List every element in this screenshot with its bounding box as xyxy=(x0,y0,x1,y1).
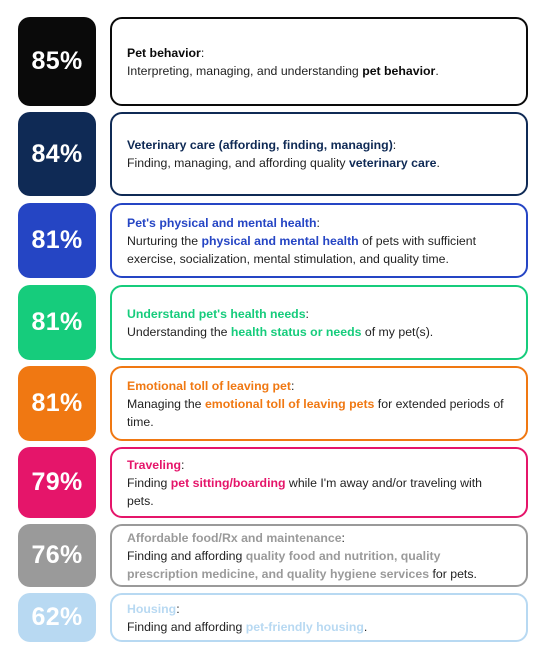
item-card: Emotional toll of leaving pet: Managing … xyxy=(110,366,528,441)
item-description: Nurturing the physical and mental health… xyxy=(127,233,477,266)
item-title: Housing xyxy=(127,601,177,616)
title-colon: : xyxy=(290,378,295,393)
item-title: Pet's physical and mental health xyxy=(127,215,317,230)
highlight-text: pet behavior xyxy=(362,63,436,78)
percent-badge: 81% xyxy=(18,285,96,360)
item-description: Interpreting, managing, and understandin… xyxy=(127,63,439,78)
item-title: Understand pet's health needs xyxy=(127,306,306,321)
percent-badge: 81% xyxy=(18,203,96,278)
item-description: Finding, managing, and affording quality… xyxy=(127,156,440,170)
item-card: Pet behavior: Interpreting, managing, an… xyxy=(110,17,528,106)
highlight-text: pet-friendly housing xyxy=(245,619,364,634)
list-item: 81% Emotional toll of leaving pet: Manag… xyxy=(18,366,532,441)
item-description: Understanding the health status or needs… xyxy=(127,324,434,339)
list-item: 62% Housing: Finding and affording pet-f… xyxy=(18,593,532,642)
list-item: 81% Understand pet's health needs: Under… xyxy=(18,285,532,360)
item-title: Emotional toll of leaving pet xyxy=(127,378,291,393)
list-item: 79% Traveling: Finding pet sitting/board… xyxy=(18,447,532,518)
item-card: Understand pet's health needs: Understan… xyxy=(110,285,528,360)
highlight-text: physical and mental health xyxy=(201,233,359,248)
item-card: Housing: Finding and affording pet-frien… xyxy=(110,593,528,642)
title-colon: : xyxy=(316,215,320,230)
percent-badge: 62% xyxy=(18,593,96,642)
list-item: 81% Pet's physical and mental health: Nu… xyxy=(18,203,532,278)
percent-badge: 81% xyxy=(18,366,96,441)
highlight-text: quality food and nutrition, quality pres… xyxy=(127,548,441,581)
item-description: Managing the emotional toll of leaving p… xyxy=(127,396,504,429)
list-item: 76% Affordable food/Rx and maintenance: … xyxy=(18,524,532,587)
highlight-text: health status or needs xyxy=(230,324,362,339)
title-colon: : xyxy=(341,530,345,545)
title-colon: : xyxy=(392,138,397,152)
list-item: 85% Pet behavior: Interpreting, managing… xyxy=(18,17,532,106)
percent-badge: 76% xyxy=(18,524,96,587)
item-title: Pet behavior xyxy=(127,45,201,60)
highlight-text: pet sitting/boarding xyxy=(170,475,286,490)
percent-badge: 85% xyxy=(18,17,96,106)
title-colon: : xyxy=(176,601,180,616)
highlight-text: veterinary care xyxy=(348,156,437,170)
title-colon: : xyxy=(181,457,185,472)
item-title: Traveling xyxy=(127,457,181,472)
item-title: Veterinary care (affording, finding, man… xyxy=(127,138,393,152)
item-description: Finding and affording pet-friendly housi… xyxy=(127,619,368,634)
item-card: Traveling: Finding pet sitting/boarding … xyxy=(110,447,528,518)
list-item: 84% Veterinary care (affording, finding,… xyxy=(18,112,532,196)
percent-badge: 79% xyxy=(18,447,96,518)
item-title: Affordable food/Rx and maintenance xyxy=(127,530,342,545)
item-card: Pet's physical and mental health: Nurtur… xyxy=(110,203,528,278)
item-description: Finding pet sitting/boarding while I'm a… xyxy=(127,475,482,508)
percent-badge: 84% xyxy=(18,112,96,196)
item-description: Finding and affording quality food and n… xyxy=(127,548,477,581)
item-card: Affordable food/Rx and maintenance: Find… xyxy=(110,524,528,587)
item-card: Veterinary care (affording, finding, man… xyxy=(110,112,528,196)
title-colon: : xyxy=(305,306,309,321)
title-colon: : xyxy=(200,45,205,60)
highlight-text: emotional toll of leaving pets xyxy=(204,396,375,411)
